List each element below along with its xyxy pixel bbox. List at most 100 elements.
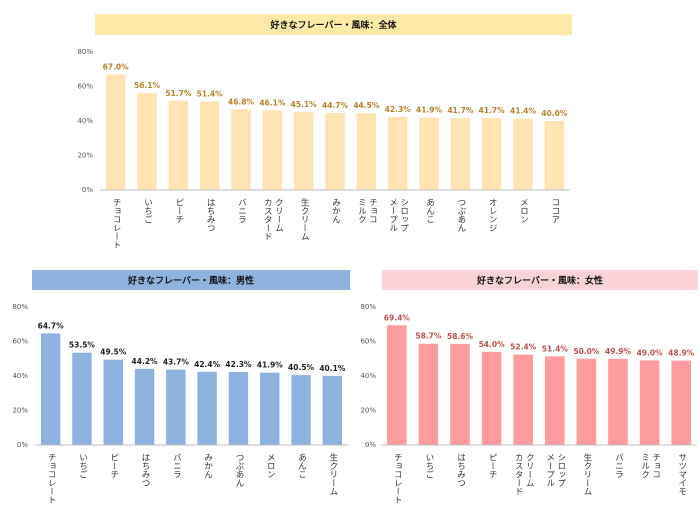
bar <box>481 351 502 445</box>
value-label: 54.0% <box>479 340 506 349</box>
value-label: 67.0% <box>103 62 130 71</box>
x-tick-label: はちみつ <box>205 198 216 232</box>
y-tick-label: 80% <box>12 303 28 311</box>
value-label: 42.3% <box>225 360 252 369</box>
value-label: 46.8% <box>228 97 255 106</box>
x-tick-label: カスタード クリーム <box>262 198 284 241</box>
y-tick-label: 0% <box>82 186 93 194</box>
y-tick-label: 80% <box>360 303 376 311</box>
x-tick-label: ピーチ <box>108 453 119 479</box>
bar <box>134 368 155 445</box>
value-label: 50.0% <box>573 347 600 356</box>
y-tick-label: 80% <box>77 48 93 56</box>
bar <box>197 371 217 445</box>
x-tick-label: 生クリーム <box>299 198 310 241</box>
bar <box>40 333 61 445</box>
bar <box>168 100 189 190</box>
value-label: 45.1% <box>291 100 318 109</box>
x-tick-label: ミルク チョコ <box>356 198 378 224</box>
chart-title: 好きなフレーバー・風味：男性 <box>127 275 254 287</box>
bar <box>72 352 92 445</box>
bar <box>356 113 377 190</box>
value-label: 40.0% <box>541 109 568 118</box>
y-tick-label: 20% <box>12 407 28 415</box>
x-tick-label: チョコレート <box>392 453 403 504</box>
bar <box>291 375 311 445</box>
x-tick-label: ピーチ <box>487 453 498 479</box>
bar <box>262 110 283 190</box>
bar <box>544 121 565 190</box>
value-label: 44.5% <box>353 101 380 110</box>
x-tick-label: 生クリーム <box>581 453 592 496</box>
value-label: 58.7% <box>415 332 442 341</box>
x-tick-label: メープル シロップ <box>544 453 566 487</box>
x-tick-label: チョコレート <box>46 453 57 504</box>
bar <box>513 118 533 190</box>
y-tick-label: 40% <box>360 372 376 380</box>
value-label: 43.7% <box>163 358 190 367</box>
x-tick-label: ミルク チョコ <box>639 453 661 479</box>
bar <box>513 354 533 445</box>
x-tick-label: 生クリーム <box>327 453 338 496</box>
title-banner <box>95 14 572 35</box>
value-label: 40.5% <box>288 363 315 372</box>
x-tick-label: みかん <box>202 453 213 479</box>
title-banner <box>32 270 350 290</box>
x-tick-label: ココア <box>549 198 560 224</box>
value-label: 64.7% <box>38 321 65 330</box>
value-label: 51.4% <box>542 344 569 353</box>
x-tick-label: バニラ <box>613 453 624 479</box>
bar <box>481 118 502 190</box>
y-tick-label: 20% <box>77 152 93 160</box>
x-tick-label: メープル シロップ <box>387 198 409 232</box>
bar <box>260 372 280 445</box>
bar <box>105 74 126 190</box>
value-label: 48.9% <box>668 349 695 358</box>
value-label: 46.1% <box>259 98 286 107</box>
x-tick-label: オレンジ <box>487 198 498 232</box>
x-tick-label: メロン <box>265 453 276 479</box>
bar <box>293 112 314 190</box>
x-tick-label: はちみつ <box>140 453 151 487</box>
y-tick-label: 40% <box>12 372 28 380</box>
x-tick-label: つぶあん <box>233 453 244 487</box>
value-label: 41.7% <box>447 106 474 115</box>
value-label: 44.7% <box>322 101 349 110</box>
x-tick-label: ピーチ <box>173 198 184 224</box>
bar <box>608 358 628 445</box>
bar <box>231 109 251 190</box>
value-label: 51.4% <box>197 89 224 98</box>
bar <box>450 118 471 190</box>
chart-title: 好きなフレーバー・風味：女性 <box>476 275 603 287</box>
value-label: 49.9% <box>605 347 632 356</box>
value-label: 49.0% <box>637 348 664 357</box>
value-label: 52.4% <box>510 343 537 352</box>
x-tick-label: あんこ <box>424 198 435 224</box>
bar <box>228 372 249 445</box>
y-tick-label: 20% <box>360 407 376 415</box>
x-tick-label: つぶあん <box>455 198 466 232</box>
x-tick-label: カスタード クリーム <box>513 453 535 496</box>
value-label: 53.5% <box>69 341 96 350</box>
value-label: 58.6% <box>447 332 474 341</box>
value-label: 41.7% <box>479 106 506 115</box>
bar <box>387 117 408 190</box>
bar <box>450 343 470 445</box>
bar <box>325 112 345 190</box>
bar <box>545 356 565 445</box>
x-tick-label: みかん <box>330 198 341 224</box>
value-label: 69.4% <box>384 313 411 322</box>
bar <box>166 369 186 445</box>
value-label: 44.2% <box>132 357 159 366</box>
value-label: 49.5% <box>100 348 127 357</box>
value-label: 40.1% <box>319 364 346 373</box>
bar <box>639 360 660 445</box>
x-tick-label: サツマイモ <box>676 453 687 496</box>
value-label: 41.4% <box>510 107 537 116</box>
x-tick-label: あんこ <box>296 453 307 479</box>
y-tick-label: 40% <box>77 117 93 125</box>
y-tick-label: 60% <box>77 83 93 91</box>
chart-title: 好きなフレーバー・風味：全体 <box>270 19 398 31</box>
